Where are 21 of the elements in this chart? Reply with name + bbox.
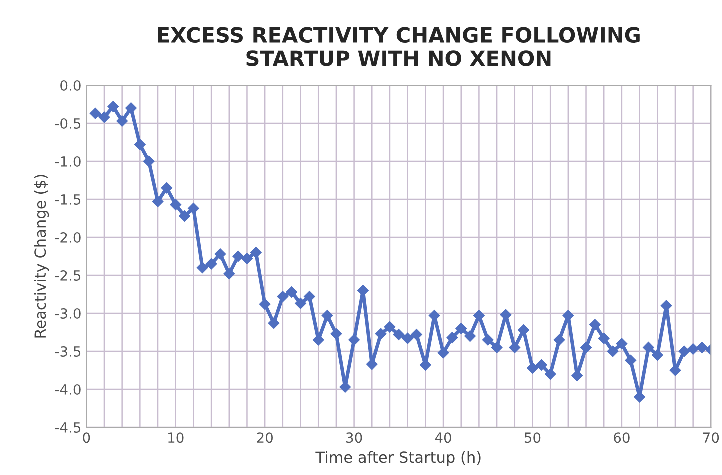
y-tick-label: 0.0 [60,80,81,91]
y-tick-label: -0.5 [55,118,81,129]
y-tick-label: -2.5 [55,270,81,281]
y-tick-label: -3.5 [55,346,81,357]
y-tick-label: -3.0 [55,308,81,319]
y-axis-title: Reactivity Change ($) [34,175,50,338]
chart-title: EXCESS REACTIVITY CHANGE FOLLOWING STARTUP WITH NO XENON [158,27,640,66]
y-tick-label: -1.5 [55,194,81,205]
y-tick-label: -4.5 [55,422,81,433]
x-tick-label: 30 [346,432,362,444]
x-tick-label: 40 [435,432,452,444]
x-tick-label: 10 [168,432,184,444]
x-tick-label: 0 [83,432,90,444]
y-tick-label: -1.0 [55,156,81,167]
x-axis-title: Time after Startup (h) [316,451,481,466]
x-tick-label: 70 [703,432,720,444]
x-tick-label: 20 [257,432,273,444]
x-tick-label: 50 [524,432,541,444]
y-tick-label: -4.0 [55,384,81,395]
y-tick-label: -2.0 [55,232,81,243]
x-tick-label: 60 [614,432,630,444]
